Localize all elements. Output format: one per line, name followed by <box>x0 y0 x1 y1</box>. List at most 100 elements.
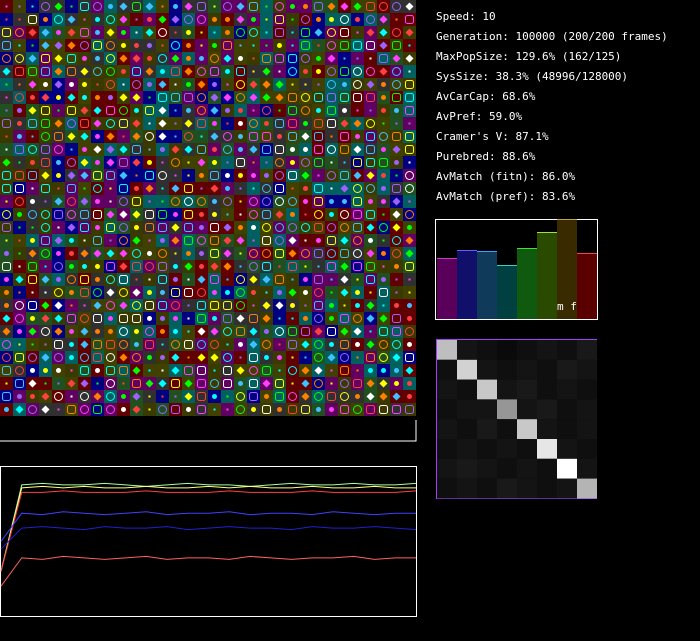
cell <box>273 52 286 65</box>
agent <box>379 379 388 388</box>
matrix-cell <box>437 458 457 479</box>
agent <box>212 394 217 399</box>
cell <box>0 351 13 364</box>
agent <box>314 249 323 258</box>
cell <box>104 52 117 65</box>
agent <box>249 327 258 336</box>
agent <box>161 200 164 203</box>
agent <box>95 134 100 139</box>
agent <box>366 405 375 414</box>
agent <box>56 160 61 165</box>
agent <box>379 288 388 297</box>
agent <box>395 291 398 294</box>
cell <box>169 156 182 169</box>
agent <box>69 290 74 295</box>
cell <box>273 182 286 195</box>
agent <box>30 368 35 373</box>
agent <box>41 301 50 310</box>
agent <box>145 184 154 193</box>
agent <box>379 405 388 414</box>
cell <box>299 26 312 39</box>
cell <box>65 65 78 78</box>
cell <box>260 182 273 195</box>
agent <box>249 2 258 11</box>
agent <box>210 327 219 336</box>
cell <box>247 0 260 13</box>
agent <box>327 236 336 245</box>
agent <box>327 2 336 11</box>
agent <box>366 262 375 271</box>
agent <box>251 17 256 22</box>
agent <box>15 405 24 414</box>
cell <box>273 195 286 208</box>
agent <box>119 353 128 362</box>
agent <box>210 301 219 310</box>
agent <box>301 379 310 388</box>
agent <box>262 275 271 284</box>
agent <box>278 265 281 268</box>
agent <box>226 278 229 281</box>
agent <box>93 314 102 323</box>
cell <box>130 260 143 273</box>
cell <box>117 117 130 130</box>
agent <box>343 304 346 307</box>
agent <box>80 366 89 375</box>
agent <box>314 353 323 362</box>
agent <box>199 173 204 178</box>
agent <box>17 329 22 334</box>
agent <box>264 173 269 178</box>
agent <box>353 119 362 128</box>
agent <box>223 314 232 323</box>
agent <box>212 43 217 48</box>
agent <box>369 291 372 294</box>
agent <box>5 5 8 8</box>
agent <box>41 353 50 362</box>
agent <box>135 174 138 177</box>
agent <box>119 288 128 297</box>
agent <box>83 239 86 242</box>
agent <box>44 200 47 203</box>
agent <box>158 28 167 37</box>
cell <box>156 26 169 39</box>
agent <box>327 106 336 115</box>
cell <box>52 390 65 403</box>
agent <box>392 392 401 401</box>
agent <box>238 147 243 152</box>
cell <box>234 65 247 78</box>
cell <box>169 286 182 299</box>
agent <box>80 405 89 414</box>
cell <box>78 351 91 364</box>
agent <box>381 199 386 204</box>
agent <box>5 135 8 138</box>
agent <box>186 407 191 412</box>
agent <box>353 67 362 76</box>
agent <box>184 184 193 193</box>
agent <box>405 366 414 375</box>
agent <box>392 80 401 89</box>
histogram-bar <box>457 250 477 319</box>
agent <box>15 314 24 323</box>
agent <box>353 2 362 11</box>
cell <box>156 91 169 104</box>
agent <box>160 316 165 321</box>
agent <box>212 147 217 152</box>
matrix-cell <box>457 359 477 380</box>
agent <box>67 15 76 24</box>
cell <box>364 182 377 195</box>
cell <box>338 247 351 260</box>
cell <box>286 403 299 416</box>
agent <box>148 278 151 281</box>
agent <box>56 173 61 178</box>
matrix-cell <box>457 419 477 439</box>
cell <box>117 221 130 234</box>
agent <box>301 28 310 37</box>
agent <box>327 171 336 180</box>
cell <box>130 78 143 91</box>
agent <box>249 379 258 388</box>
agent <box>28 327 37 336</box>
agent <box>148 408 151 411</box>
agent <box>288 327 297 336</box>
cell <box>364 117 377 130</box>
agent <box>69 251 74 256</box>
agent <box>134 225 139 230</box>
